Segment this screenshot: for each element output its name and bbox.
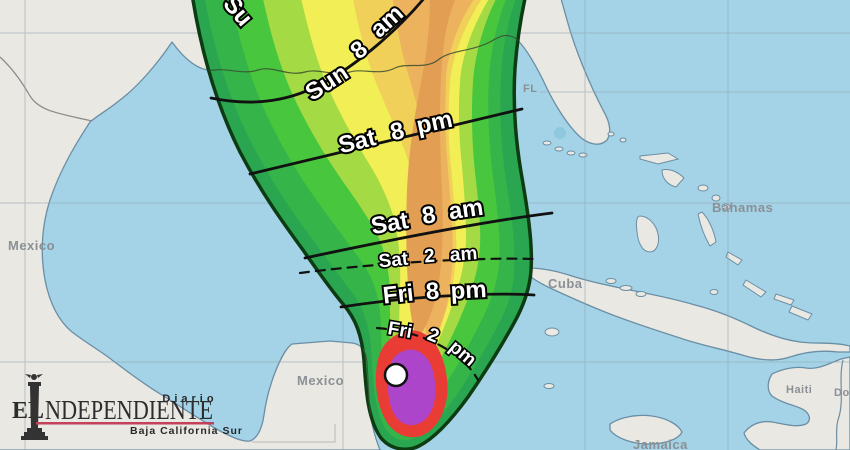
hispaniola-island (743, 356, 850, 450)
time-label-sat8am-w0: Sat (369, 207, 410, 240)
time-line-sat-2am (298, 257, 536, 275)
watermark-el: EL (12, 398, 44, 424)
time-label-fri2pm-w0: Fri (386, 318, 414, 343)
isla-juventud (544, 327, 560, 337)
yucatan-state-line (252, 424, 336, 443)
haiti-dr-border (835, 359, 844, 450)
bahamas-islands (605, 152, 813, 321)
time-label-fri8pm-w1: 8 (425, 278, 440, 306)
cuba-island (526, 267, 850, 361)
time-label-fri8pm-w2: pm (450, 276, 487, 305)
lake-okeechobee (554, 127, 566, 139)
independence-column-icon (21, 374, 48, 440)
geo-label-jamaica: Jamaica (633, 437, 688, 450)
time-label-sat2am-w2: am (449, 243, 478, 266)
forecast-cone (190, 0, 534, 450)
time-line-sun-8am (209, 0, 425, 104)
watermark-masthead: NDEPENDIENTE (45, 395, 213, 425)
cone-core-purple (387, 349, 436, 426)
arrival-time-lines (209, 0, 554, 382)
geo-label-haiti: Haiti (786, 384, 812, 396)
time-label-sat2am-w1: 2 (423, 246, 435, 268)
geo-labels: Mexico Mexico Cuba Bahamas Jamaica Haiti… (8, 83, 850, 450)
geo-label-mexico-yucatan: Mexico (297, 373, 344, 388)
time-label-sat8am-w1: 8 (420, 201, 437, 230)
geo-label-dominican: Dom (834, 387, 850, 399)
time-line-sat-8pm (248, 107, 524, 176)
time-label-sat8am-w2: am (447, 194, 485, 226)
watermark-logo: Diario EL NDEPENDIENTE Baja California S… (12, 374, 243, 440)
watermark-rule (36, 422, 214, 425)
time-label-fri8pm-w0: Fri (382, 280, 415, 310)
time-line-sat-8am (303, 211, 554, 260)
jamaica-island (609, 414, 683, 445)
geo-label-mexico-mainland: Mexico (8, 238, 55, 253)
time-label-sat2am-w0: Sat (378, 248, 410, 272)
cayman-island (543, 383, 555, 389)
watermark-diario: Diario (162, 393, 217, 405)
florida-keys (542, 131, 627, 158)
geo-label-bahamas: Bahamas (712, 200, 773, 215)
storm-position-dot (383, 362, 409, 388)
geo-label-florida: FL (523, 83, 537, 95)
geo-label-cuba: Cuba (548, 276, 583, 291)
time-line-fri-2pm (375, 326, 480, 382)
watermark-tagline: Baja California Sur (130, 425, 243, 437)
us-mexico-border (0, 56, 93, 122)
time-line-fri-8pm (339, 292, 536, 309)
cone-band-8 (406, 0, 456, 335)
